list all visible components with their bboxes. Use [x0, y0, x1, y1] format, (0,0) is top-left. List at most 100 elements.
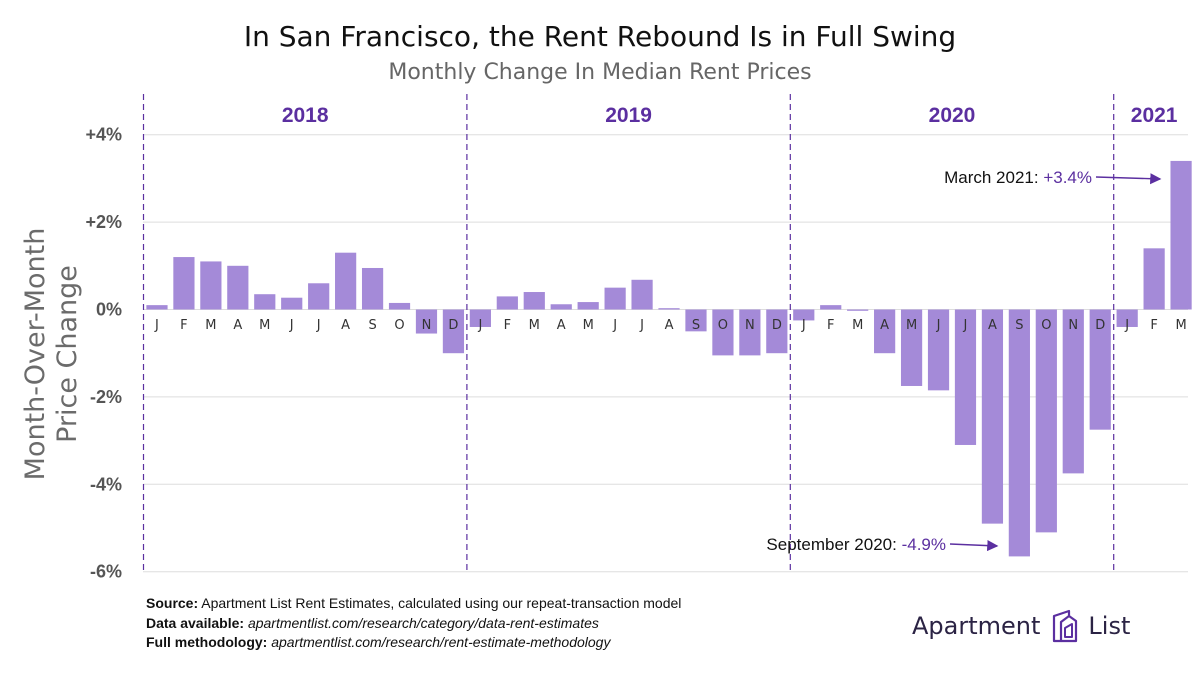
bar-2021-1 [1116, 309, 1138, 327]
bar-2020-12 [1089, 309, 1111, 430]
annotations: March 2021: +3.4% September 2020: -4.9% [766, 168, 1162, 554]
y-axis-label-line1: Month-Over-Month [20, 228, 51, 481]
y-tick-label: +2% [85, 212, 122, 232]
y-tick-label: -6% [90, 562, 122, 582]
month-label: M [583, 318, 594, 333]
month-label: J [316, 318, 321, 333]
bars [146, 160, 1192, 557]
month-label: A [880, 318, 889, 333]
bar-2018-12 [442, 309, 465, 354]
method-line: Full methodology: apartmentlist.com/rese… [146, 633, 681, 653]
bar-2019-1 [469, 309, 491, 327]
y-ticks: +4% +2% 0% -2% -4% -6% [85, 125, 122, 582]
bar-2020-8 [981, 309, 1004, 524]
data-label: Data available: [146, 614, 245, 631]
y-axis-label-line2: Price Change [52, 265, 83, 443]
y-tick-label: 0% [96, 300, 122, 320]
bar-2020-6 [927, 309, 950, 391]
month-label: M [906, 318, 917, 333]
month-label: J [289, 318, 294, 333]
bar-2018-11 [415, 309, 438, 334]
bar-2019-4 [550, 304, 572, 310]
source-line: Source: Apartment List Rent Estimates, c… [146, 594, 681, 614]
footer: Source: Apartment List Rent Estimates, c… [146, 594, 681, 653]
month-label: A [988, 318, 997, 333]
month-label: S [1015, 318, 1023, 333]
bar-2018-7 [308, 283, 330, 310]
month-label: J [477, 318, 482, 333]
year-label-2018: 2018 [282, 104, 329, 127]
brand-name-right: List [1088, 612, 1131, 640]
month-label: N [745, 318, 755, 333]
annotation-1: March 2021: +3.4% [944, 168, 1092, 187]
bar-2018-1 [146, 305, 168, 310]
month-label: O [718, 318, 728, 333]
month-label: M [529, 318, 540, 333]
y-tick-label: -4% [90, 474, 122, 494]
month-label: F [180, 318, 187, 333]
bar-2020-9 [1008, 309, 1030, 557]
month-label: M [259, 318, 270, 333]
bar-2019-7 [631, 279, 653, 310]
month-label: J [1124, 318, 1129, 333]
month-label: N [1068, 318, 1078, 333]
month-label: J [963, 318, 968, 333]
source-label: Source: [146, 595, 199, 611]
month-label: M [205, 318, 216, 333]
month-label: D [448, 318, 458, 333]
chart-title: In San Francisco, the Rent Rebound Is in… [244, 20, 956, 53]
bar-2018-3 [200, 261, 222, 310]
bar-2021-2 [1143, 248, 1165, 310]
annotation-2: September 2020: -4.9% [766, 535, 946, 554]
month-label: J [639, 318, 644, 333]
year-label-2020: 2020 [929, 104, 976, 127]
bar-2018-8 [335, 252, 357, 310]
bar-2018-5 [254, 294, 276, 310]
chart: In San Francisco, the Rent Rebound Is in… [20, 20, 1192, 582]
bar-2020-11 [1062, 309, 1084, 474]
bar-2018-4 [227, 265, 249, 310]
month-label: A [341, 318, 350, 333]
month-label: S [692, 318, 700, 333]
month-label: J [154, 318, 159, 333]
bar-2019-3 [523, 292, 545, 310]
y-axis-label: Month-Over-Month Price Change [20, 228, 83, 481]
bar-2018-9 [361, 267, 384, 310]
month-label: F [827, 318, 834, 333]
bar-2020-7 [954, 309, 977, 445]
bar-2018-6 [281, 297, 303, 310]
annotation-arrow [1095, 173, 1162, 185]
bar-2018-2 [173, 257, 195, 310]
bar-2019-2 [496, 296, 518, 310]
annotation-value: -4.9% [902, 535, 946, 554]
data-line: Data available: apartmentlist.com/resear… [146, 614, 681, 634]
bar-2019-11 [739, 309, 761, 356]
y-tick-label: -2% [90, 387, 122, 407]
annotation-arrow [949, 539, 999, 552]
bar-2019-5 [577, 302, 599, 310]
month-label: D [1095, 318, 1105, 333]
bar-2020-1 [793, 309, 815, 321]
month-label: M [852, 318, 863, 333]
annotation-value: +3.4% [1043, 168, 1092, 187]
chart-subtitle: Monthly Change In Median Rent Prices [388, 60, 811, 85]
annotation-label: March 2021: [944, 168, 1043, 187]
source-text: Apartment List Rent Estimates, calculate… [198, 595, 682, 611]
annotation-label: September 2020: [766, 535, 901, 554]
month-label: F [1150, 318, 1157, 333]
month-label: D [772, 318, 782, 333]
month-label: O [1041, 318, 1051, 333]
month-label: N [422, 318, 432, 333]
bar-2020-5 [900, 309, 923, 386]
y-tick-label: +4% [85, 125, 122, 145]
grid [143, 134, 1188, 573]
month-label: M [1175, 318, 1186, 333]
year-label-2019: 2019 [605, 104, 652, 127]
month-label: A [233, 318, 242, 333]
year-labels: 2018 2019 2020 2021 [282, 104, 1178, 127]
month-label: J [612, 318, 617, 333]
month-label: A [557, 318, 566, 333]
apartment-list-logo-icon [1050, 607, 1080, 645]
month-label: F [504, 318, 511, 333]
